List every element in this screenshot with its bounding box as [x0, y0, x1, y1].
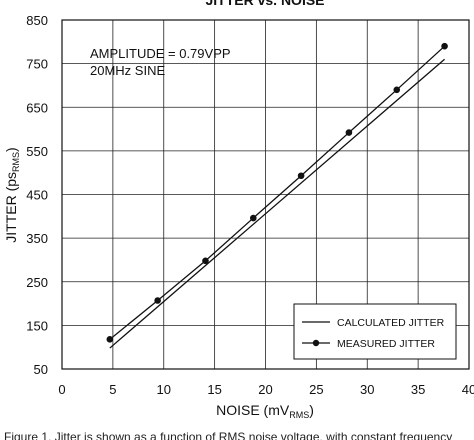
- x-tick-label: 30: [360, 382, 374, 397]
- series-group: [106, 42, 448, 349]
- x-axis-title-main: NOISE (mV: [216, 402, 290, 418]
- y-tick-label: 150: [26, 318, 48, 333]
- chart-title: JITTER vs. NOISE: [205, 0, 324, 8]
- legend-label-measured: MEASURED JITTER: [337, 338, 435, 350]
- y-tick-label: 550: [26, 144, 48, 159]
- y-tick-label: 850: [26, 13, 48, 28]
- x-tick-label: 5: [109, 382, 116, 397]
- y-axis-ticks: 50 150 250 350 450 550 650 750 850: [26, 13, 48, 377]
- y-tick-label: 250: [26, 275, 48, 290]
- x-tick-label: 0: [58, 382, 65, 397]
- x-tick-label: 25: [309, 382, 323, 397]
- y-tick-label: 650: [26, 100, 48, 115]
- annotation-frequency: 20MHz SINE: [90, 63, 165, 78]
- x-axis-title-sub: RMS: [289, 410, 309, 420]
- x-tick-label: 10: [157, 382, 171, 397]
- y-axis-title-main: JITTER (ps: [3, 172, 19, 243]
- plot-frame: [61, 19, 470, 370]
- measured-jitter-point: [249, 214, 257, 222]
- measured-jitter-point: [441, 42, 448, 50]
- legend-label-calculated: CALCULATED JITTER: [337, 317, 445, 329]
- figure-caption: Figure 1. Jitter is shown as a function …: [4, 430, 452, 440]
- grid-lines: [62, 20, 469, 369]
- x-axis-title: NOISE (mVRMS): [216, 402, 314, 420]
- y-axis-title: JITTER (psRMS): [3, 147, 21, 242]
- measured-jitter-point: [202, 257, 209, 265]
- annotation-amplitude: AMPLITUDE = 0.79VPP: [90, 46, 231, 61]
- x-axis-title-close: ): [309, 402, 314, 418]
- calculated-jitter-line: [109, 58, 446, 349]
- measured-jitter-point: [297, 172, 305, 180]
- legend-marker-measured: [312, 339, 320, 347]
- y-tick-label: 450: [26, 188, 48, 203]
- y-axis-title-close: ): [3, 147, 19, 152]
- y-tick-label: 350: [26, 231, 48, 246]
- measured-jitter-line: [109, 45, 446, 340]
- x-tick-label: 40: [462, 382, 474, 397]
- legend-box: [293, 303, 457, 360]
- y-axis-title-sub: RMS: [11, 152, 21, 172]
- y-tick-label: 50: [34, 362, 48, 377]
- legend: CALCULATED JITTER MEASURED JITTER: [293, 303, 457, 360]
- x-tick-label: 20: [258, 382, 272, 397]
- measured-jitter-point: [393, 86, 401, 94]
- x-axis-ticks: 0 5 10 15 20 25 30 35 40: [58, 382, 474, 397]
- y-tick-label: 750: [26, 57, 48, 72]
- x-tick-label: 15: [207, 382, 221, 397]
- measured-jitter-point: [154, 297, 161, 304]
- measured-jitter-point: [106, 336, 114, 343]
- measured-jitter-point: [345, 129, 353, 136]
- x-tick-label: 35: [411, 382, 425, 397]
